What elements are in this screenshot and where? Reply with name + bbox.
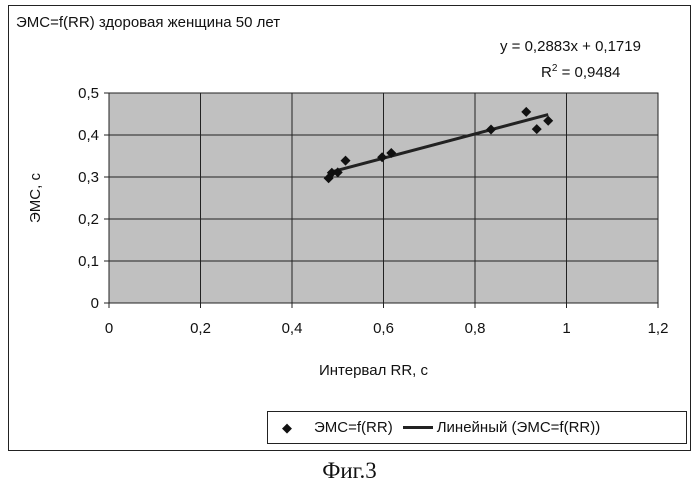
x-tick-label: 0,2 bbox=[190, 320, 211, 337]
x-tick-label: 0,6 bbox=[373, 320, 394, 337]
x-tick-label: 0,8 bbox=[465, 320, 486, 337]
x-axis-label: Интервал RR, с bbox=[319, 362, 429, 379]
y-tick-label: 0,4 bbox=[78, 127, 99, 144]
legend: ◆ ЭМС=f(RR) Линейный (ЭМС=f(RR)) bbox=[267, 411, 687, 444]
x-tick-label: 0 bbox=[105, 320, 113, 337]
y-tick-label: 0,5 bbox=[78, 85, 99, 102]
figure-caption: Фиг.3 bbox=[0, 458, 699, 484]
x-tick-label: 0,4 bbox=[282, 320, 303, 337]
x-tick-label: 1 bbox=[562, 320, 570, 337]
y-tick-label: 0,2 bbox=[78, 211, 99, 228]
y-tick-label: 0,1 bbox=[78, 253, 99, 270]
x-tick-label: 1,2 bbox=[648, 320, 669, 337]
y-tick-label: 0 bbox=[91, 295, 99, 312]
legend-line-icon bbox=[403, 426, 433, 429]
y-axis-label: ЭМС, с bbox=[27, 173, 44, 223]
y-tick-label: 0,3 bbox=[78, 169, 99, 186]
legend-marker-icon: ◆ bbox=[282, 420, 292, 436]
legend-label-series: ЭМС=f(RR) bbox=[314, 419, 393, 436]
legend-label-trendline: Линейный (ЭМС=f(RR)) bbox=[437, 419, 601, 436]
